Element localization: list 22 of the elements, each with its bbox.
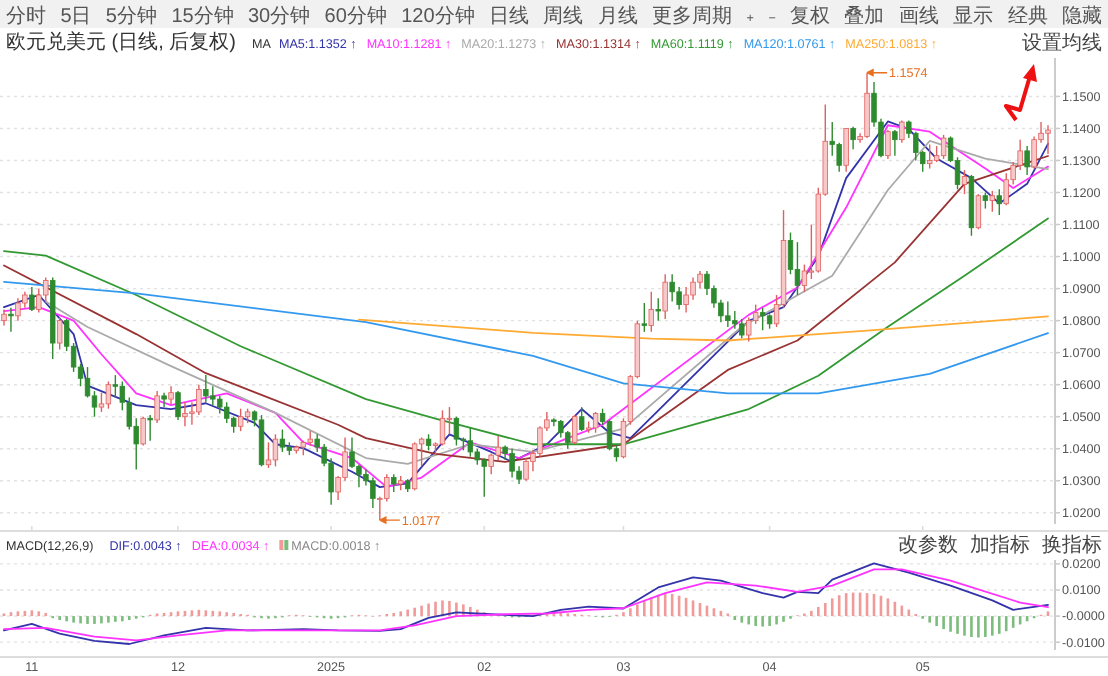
text: 隐藏 bbox=[1062, 4, 1102, 28]
text: 显示 bbox=[953, 6, 994, 28]
text: 画线 bbox=[898, 4, 939, 28]
text: 改参数 bbox=[898, 533, 958, 557]
text: 日线 bbox=[489, 4, 529, 28]
text: 周线 bbox=[543, 4, 584, 28]
text: 60分钟 bbox=[324, 4, 387, 28]
text: 设置均线 bbox=[1022, 31, 1102, 55]
text: 更多周期 bbox=[652, 4, 733, 28]
text: 月线 bbox=[597, 4, 638, 28]
text: 复权 bbox=[790, 4, 830, 28]
text: 加指标 bbox=[970, 533, 1030, 557]
text: 30分钟 bbox=[248, 4, 311, 28]
text: 叠加 bbox=[844, 4, 885, 28]
text: 分时 bbox=[6, 4, 46, 28]
text: 15分钟 bbox=[171, 4, 234, 28]
text: 120分钟 bbox=[401, 4, 475, 28]
text: 5日 bbox=[60, 6, 92, 28]
text: 5分钟 bbox=[105, 4, 157, 28]
chart-title: 欧元兑美元 (日线, 后复权) bbox=[6, 30, 236, 54]
text: 换指标 bbox=[1042, 533, 1102, 557]
text: 经典 bbox=[1007, 4, 1048, 28]
